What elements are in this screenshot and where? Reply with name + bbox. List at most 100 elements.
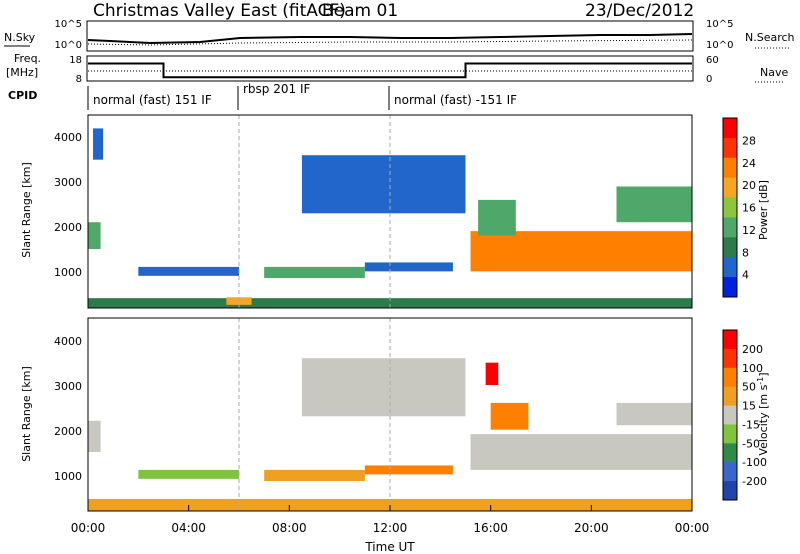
colorbar-band-7 xyxy=(723,237,737,258)
colorbar-tick-label: 28 xyxy=(742,134,756,147)
data-region-9 xyxy=(485,362,499,386)
velocity-ylabel: Slant Range [km] xyxy=(20,366,33,462)
colorbar-band-2 xyxy=(723,348,737,369)
cpid-segment-3: normal (fast) -151 IF xyxy=(394,93,517,107)
time-tick-label: 00:00 xyxy=(675,521,710,535)
frequency-step-line xyxy=(88,62,692,79)
data-region-5 xyxy=(301,358,466,417)
data-region-3 xyxy=(93,128,104,160)
velocity-colorbar-label: Velocity [m s-1] xyxy=(756,372,771,455)
data-region-6 xyxy=(264,266,365,279)
time-tick-label: 12:00 xyxy=(373,521,408,535)
colorbar-tick-label: 12 xyxy=(742,224,756,237)
data-region-10 xyxy=(616,402,692,426)
colorbar-tick-label: -50 xyxy=(742,437,760,450)
power-yticks: 1000 2000 3000 4000 xyxy=(54,131,82,279)
colorbar-band-8 xyxy=(723,257,737,278)
cpid-row: CPID normal (fast) 151 IF rbsp 201 IF no… xyxy=(8,82,517,110)
colorbar-tick-label: 24 xyxy=(742,157,756,170)
noise-right-tick-bottom: 10^0 xyxy=(706,40,733,51)
colorbar-frame xyxy=(722,117,738,298)
colorbar-band-5 xyxy=(723,405,737,425)
colorbar-band-7 xyxy=(723,443,737,463)
data-region-8 xyxy=(490,402,529,430)
colorbar-tick-label: -15 xyxy=(742,418,760,431)
noise-panel: N.Sky 10^5 10^0 10^5 10^0 N.Search xyxy=(4,19,795,52)
time-tick-label: 16:00 xyxy=(473,521,508,535)
time-tick-label: 20:00 xyxy=(574,521,609,535)
velocity-ytick-1000: 1000 xyxy=(54,470,82,483)
colorbar-band-1 xyxy=(723,330,737,350)
time-axis: 00:00 04:00 08:00 12:00 16:00 20:00 00:00 xyxy=(71,505,710,535)
colorbar-band-9 xyxy=(723,481,737,501)
freq-right-tick-bottom: 0 xyxy=(706,74,712,85)
colorbar-band-6 xyxy=(723,424,737,444)
noise-left-label: N.Sky xyxy=(4,31,36,44)
colorbar-band-4 xyxy=(723,386,737,407)
cpid-segment-1: normal (fast) 151 IF xyxy=(93,93,212,107)
colorbar-band-8 xyxy=(723,462,737,482)
data-region-2 xyxy=(88,222,101,250)
colorbar-tick-label: 15 xyxy=(742,400,756,413)
power-colorbar-label: Power [dB] xyxy=(757,180,770,240)
date-title: 23/Dec/2012 xyxy=(585,1,694,21)
data-region-11 xyxy=(616,186,692,223)
colorbar-tick-label: 200 xyxy=(742,343,763,356)
cpid-segment-2: rbsp 201 IF xyxy=(243,82,310,96)
data-region-4 xyxy=(264,469,365,482)
beam-title: Beam 01 xyxy=(322,1,398,21)
freq-tick-bottom: 8 xyxy=(76,74,82,85)
colorbar-tick-label: -200 xyxy=(742,475,767,488)
velocity-ytick-2000: 2000 xyxy=(54,425,82,438)
velocity-colorbar: 200 100 50 15 -15 -50 -100 -200 xyxy=(722,329,767,501)
colorbar-band-9 xyxy=(723,277,737,298)
colorbar-tick-label: 4 xyxy=(742,269,749,282)
freq-right-tick-top: 60 xyxy=(706,55,719,66)
colorbar-band-2 xyxy=(723,137,737,159)
colorbar-tick-label: 16 xyxy=(742,202,756,215)
freq-tick-top: 18 xyxy=(69,55,82,66)
noise-right-label: N.Search xyxy=(745,31,795,44)
freq-label-line1: Freq. xyxy=(14,52,41,65)
colorbar-tick-label: 8 xyxy=(742,246,749,259)
power-panel: Slant Range [km] 1000 2000 3000 4000 282… xyxy=(20,114,770,309)
power-colorbar: 28 24 20 16 12 8 4 xyxy=(722,117,756,298)
velocity-yticks: 1000 2000 3000 4000 xyxy=(54,335,82,483)
data-region-10 xyxy=(478,199,516,236)
time-tick-label: 04:00 xyxy=(171,521,206,535)
colorbar-band-3 xyxy=(723,367,737,388)
data-region-1 xyxy=(88,298,692,308)
noise-right-tick-top: 10^5 xyxy=(706,19,733,30)
freq-panel: Freq. [MHz] 18 8 60 0 Nave xyxy=(6,52,788,85)
data-region-9 xyxy=(470,231,692,272)
freq-right-label: Nave xyxy=(760,66,788,79)
colorbar-band-4 xyxy=(723,177,737,199)
colorbar-band-5 xyxy=(723,197,737,218)
colorbar-band-3 xyxy=(723,157,737,179)
colorbar-frame xyxy=(722,329,738,501)
time-tick-label: 08:00 xyxy=(272,521,307,535)
data-region-4 xyxy=(138,266,239,276)
noise-tick-top: 10^5 xyxy=(55,19,82,30)
cpid-label: CPID xyxy=(8,89,37,102)
time-tick-label: 00:00 xyxy=(71,521,106,535)
station-title: Christmas Valley East (fitACF) xyxy=(93,1,346,21)
velocity-ytick-3000: 3000 xyxy=(54,380,82,393)
colorbar-tick-label: -100 xyxy=(742,456,767,469)
noise-tick-bottom: 10^0 xyxy=(55,40,82,51)
noise-sky-line xyxy=(87,33,693,45)
data-region-2 xyxy=(88,420,101,453)
data-region-5 xyxy=(226,297,252,305)
colorbar-tick-label: 100 xyxy=(742,362,763,375)
power-ytick-3000: 3000 xyxy=(54,176,82,189)
data-region-7 xyxy=(301,155,466,214)
colorbar-band-6 xyxy=(723,217,737,238)
time-axis-label: Time UT xyxy=(364,540,415,554)
data-region-7 xyxy=(470,434,692,470)
power-ytick-1000: 1000 xyxy=(54,266,82,279)
colorbar-tick-label: 20 xyxy=(742,179,756,192)
noise-search-line xyxy=(87,39,693,46)
data-region-6 xyxy=(364,465,453,475)
data-region-3 xyxy=(138,469,239,479)
